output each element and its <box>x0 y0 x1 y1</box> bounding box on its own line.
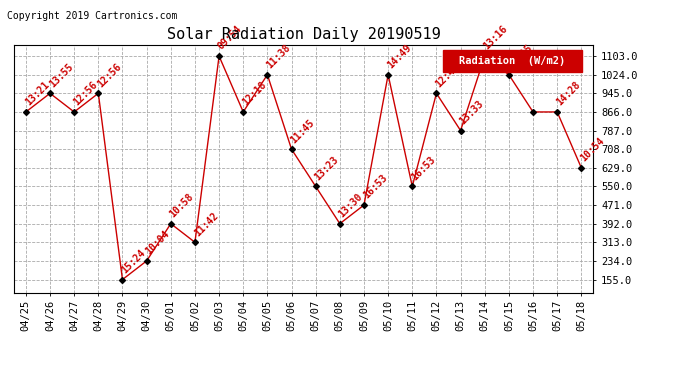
Text: 11:42: 11:42 <box>192 210 220 238</box>
Text: 11:45: 11:45 <box>288 117 317 145</box>
Text: 14:28: 14:28 <box>554 80 582 108</box>
Text: Radiation  (W/m2): Radiation (W/m2) <box>459 56 565 66</box>
Text: 13:30: 13:30 <box>337 192 365 219</box>
Text: 13:21: 13:21 <box>23 80 51 108</box>
FancyBboxPatch shape <box>443 50 582 72</box>
Text: 13:55: 13:55 <box>47 61 75 89</box>
Text: 12:56: 12:56 <box>95 61 124 89</box>
Text: 12:18: 12:18 <box>240 80 268 108</box>
Text: 14:49: 14:49 <box>385 43 413 70</box>
Text: 16:53: 16:53 <box>409 154 437 182</box>
Text: 16:53: 16:53 <box>361 173 389 201</box>
Text: 09:54: 09:54 <box>216 24 244 52</box>
Text: 10:58: 10:58 <box>168 192 196 219</box>
Text: 15:24: 15:24 <box>119 248 148 275</box>
Text: 13:33: 13:33 <box>457 99 486 126</box>
Text: 11:38: 11:38 <box>264 43 293 70</box>
Text: 10:54: 10:54 <box>578 136 607 164</box>
Text: 12:56: 12:56 <box>71 80 99 108</box>
Text: 10:04: 10:04 <box>144 229 172 257</box>
Text: 15:15: 15:15 <box>506 43 534 70</box>
Text: 12:47: 12:47 <box>433 61 462 89</box>
Text: 13:23: 13:23 <box>313 154 341 182</box>
Title: Solar Radiation Daily 20190519: Solar Radiation Daily 20190519 <box>167 27 440 42</box>
Text: Copyright 2019 Cartronics.com: Copyright 2019 Cartronics.com <box>7 11 177 21</box>
Text: 13:16: 13:16 <box>482 24 510 52</box>
